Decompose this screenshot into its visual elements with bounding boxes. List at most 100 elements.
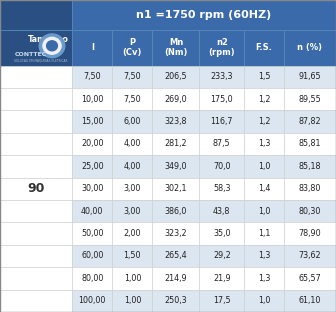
Bar: [153, 290, 199, 312]
Text: 85,81: 85,81: [299, 139, 321, 149]
Bar: [0, 267, 72, 290]
Text: 269,0: 269,0: [165, 95, 187, 104]
Bar: [284, 200, 336, 222]
Text: 1,1: 1,1: [258, 229, 270, 238]
Bar: [284, 267, 336, 290]
Circle shape: [39, 34, 65, 58]
Text: 100,00: 100,00: [79, 296, 106, 305]
Bar: [112, 267, 153, 290]
Text: 250,3: 250,3: [165, 296, 187, 305]
Bar: [112, 222, 153, 245]
Bar: [0, 0, 72, 30]
Bar: [199, 66, 244, 88]
Text: 3,00: 3,00: [124, 207, 141, 216]
Text: n2
(rpm): n2 (rpm): [208, 38, 235, 57]
Bar: [72, 30, 112, 66]
Bar: [244, 200, 284, 222]
Text: 281,2: 281,2: [165, 139, 187, 149]
Text: 1,4: 1,4: [258, 184, 270, 193]
Text: 1,3: 1,3: [258, 139, 270, 149]
Bar: [244, 290, 284, 312]
Text: 6,00: 6,00: [124, 117, 141, 126]
Text: 1,0: 1,0: [258, 162, 270, 171]
Text: 1,00: 1,00: [124, 296, 141, 305]
Bar: [199, 222, 244, 245]
Text: 50,00: 50,00: [81, 229, 103, 238]
Bar: [0, 110, 72, 133]
Text: Tamanho: Tamanho: [28, 35, 68, 44]
Text: 43,8: 43,8: [213, 207, 230, 216]
Text: 87,5: 87,5: [213, 139, 230, 149]
Text: 35,0: 35,0: [213, 229, 230, 238]
Text: 58,3: 58,3: [213, 184, 230, 193]
Text: 60,00: 60,00: [81, 251, 103, 261]
Bar: [0, 290, 72, 312]
Bar: [0, 200, 72, 222]
Text: 4,00: 4,00: [124, 139, 141, 149]
Bar: [284, 222, 336, 245]
Bar: [72, 0, 336, 30]
Bar: [0, 245, 72, 267]
Text: 1,2: 1,2: [258, 95, 270, 104]
Bar: [284, 178, 336, 200]
Bar: [72, 155, 112, 178]
Text: 65,57: 65,57: [298, 274, 321, 283]
Text: 1,5: 1,5: [258, 72, 270, 81]
Bar: [284, 66, 336, 88]
Bar: [72, 245, 112, 267]
Text: P
(Cv): P (Cv): [123, 38, 142, 57]
Bar: [199, 155, 244, 178]
Bar: [199, 110, 244, 133]
Text: 175,0: 175,0: [210, 95, 233, 104]
Bar: [244, 30, 284, 66]
Bar: [284, 155, 336, 178]
Bar: [199, 200, 244, 222]
Bar: [244, 178, 284, 200]
Text: 25,00: 25,00: [81, 162, 103, 171]
Text: 233,3: 233,3: [211, 72, 233, 81]
Text: 20,00: 20,00: [81, 139, 103, 149]
Bar: [244, 88, 284, 110]
Bar: [112, 110, 153, 133]
Text: 91,65: 91,65: [299, 72, 321, 81]
Text: CONTTEC: CONTTEC: [14, 51, 47, 56]
Bar: [244, 155, 284, 178]
Text: 206,5: 206,5: [165, 72, 187, 81]
Bar: [112, 200, 153, 222]
Bar: [284, 290, 336, 312]
Bar: [199, 133, 244, 155]
Bar: [112, 290, 153, 312]
Bar: [72, 290, 112, 312]
Bar: [244, 133, 284, 155]
Bar: [153, 200, 199, 222]
Text: 87,82: 87,82: [299, 117, 321, 126]
Text: 2,00: 2,00: [124, 229, 141, 238]
Text: n (%): n (%): [297, 43, 322, 52]
Bar: [112, 155, 153, 178]
Text: 80,30: 80,30: [299, 207, 321, 216]
Bar: [72, 133, 112, 155]
Text: SOLUCAO EM MAQUINAS ELETRICAS: SOLUCAO EM MAQUINAS ELETRICAS: [14, 58, 68, 62]
Text: 349,0: 349,0: [165, 162, 187, 171]
Text: 10,00: 10,00: [81, 95, 103, 104]
Bar: [244, 222, 284, 245]
Text: 1,3: 1,3: [258, 251, 270, 261]
Bar: [0, 178, 72, 200]
Text: 1,0: 1,0: [258, 296, 270, 305]
Bar: [284, 245, 336, 267]
Circle shape: [47, 41, 57, 51]
Text: 1,50: 1,50: [124, 251, 141, 261]
Bar: [0, 30, 72, 66]
Text: 70,0: 70,0: [213, 162, 230, 171]
Text: 90: 90: [28, 182, 45, 195]
Text: 73,62: 73,62: [299, 251, 321, 261]
Text: 78,90: 78,90: [299, 229, 321, 238]
Text: 265,4: 265,4: [165, 251, 187, 261]
Bar: [72, 200, 112, 222]
Text: 30,00: 30,00: [81, 184, 103, 193]
Text: 7,50: 7,50: [83, 72, 101, 81]
Bar: [199, 178, 244, 200]
Bar: [244, 267, 284, 290]
Bar: [284, 30, 336, 66]
Bar: [0, 88, 72, 110]
